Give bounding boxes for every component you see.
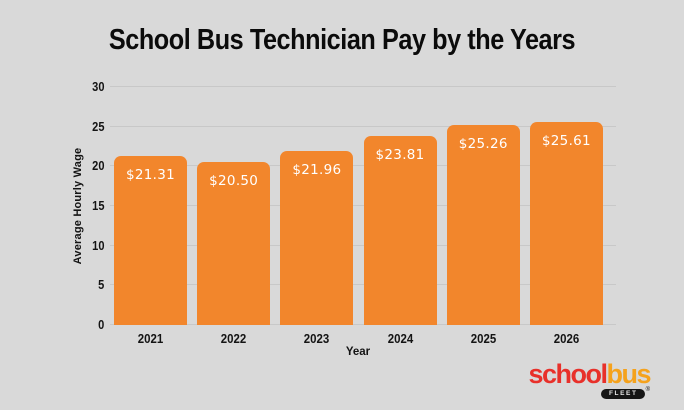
bar-value-label-2025: $25.26 [458, 136, 508, 152]
gridline-30 [110, 86, 616, 87]
bar-value-label-2023: $21.96 [292, 162, 342, 178]
x-tick-label-2025: 2025 [470, 331, 496, 346]
gridline-0 [110, 324, 616, 325]
bar-band-2025: $25.26 2025 [446, 87, 520, 346]
gridline-25 [110, 125, 616, 127]
bar-value-label-2024: $23.81 [375, 147, 425, 163]
bar-band-2023: $21.96 2023 [280, 87, 354, 346]
y-axis-label: Average Hourly Wage [72, 147, 84, 265]
gridline-15 [110, 205, 616, 206]
logo-badge-row: FLEET ® [528, 386, 650, 399]
y-tick-label-20: 20 [91, 158, 104, 174]
chart-title-text: School Bus Technician Pay by the Years [108, 24, 576, 56]
bar-band-2024: $23.81 2024 [363, 87, 437, 346]
schoolbus-fleet-logo: schoolbus FLEET ® [528, 358, 651, 399]
bar-2025: $25.26 [446, 125, 520, 325]
bar-2021: $21.31 [114, 156, 187, 325]
bar-band-2022: $20.50 2022 [197, 87, 271, 346]
bar-2026: $25.61 [529, 122, 603, 325]
bar-band-2026: $25.61 2026 [529, 87, 603, 346]
bar-2023: $21.96 [280, 151, 354, 325]
y-tick-label-10: 10 [91, 237, 104, 253]
x-tick-label-2023: 2023 [304, 331, 330, 346]
x-tick-label-2022: 2022 [220, 331, 247, 346]
x-tick-label-2024: 2024 [387, 331, 413, 346]
gridline-20 [110, 165, 616, 167]
y-tick-label-30: 30 [91, 79, 104, 94]
bar-band-2021: $21.31 2021 [114, 87, 187, 346]
bar-value-label-2026: $25.61 [541, 133, 591, 149]
bar-value-label-2022: $20.50 [209, 173, 259, 189]
bar-2024: $23.81 [363, 136, 437, 325]
logo-wordmark: schoolbus [528, 358, 651, 389]
gridline-10 [110, 244, 616, 246]
x-tick-label-2021: 2021 [137, 331, 164, 346]
x-axis-label: Year [345, 346, 371, 358]
gridline-5 [110, 284, 616, 286]
plot-area [110, 86, 616, 325]
x-tick-label-2026: 2026 [553, 331, 580, 346]
fleet-badge: FLEET [600, 388, 645, 399]
bar-series: $21.31 2021 $20.50 2022 $21.96 2023 $23.81 2024… [114, 87, 603, 346]
logo-word-bus: bus [606, 358, 651, 389]
bar-value-label-2021: $21.31 [125, 167, 176, 183]
logo-word-school: school [528, 358, 608, 389]
registered-trademark-icon: ® [645, 386, 650, 393]
y-tick-label-5: 5 [97, 277, 104, 293]
y-axis-ticks: 0 5 10 15 20 25 30 [0, 80, 104, 332]
y-tick-label-25: 25 [91, 118, 104, 134]
chart-title: School Bus Technician Pay by the Years [0, 24, 684, 57]
y-tick-label-15: 15 [91, 198, 104, 213]
y-tick-label-0: 0 [97, 317, 104, 332]
bar-2022: $20.50 [197, 162, 271, 325]
